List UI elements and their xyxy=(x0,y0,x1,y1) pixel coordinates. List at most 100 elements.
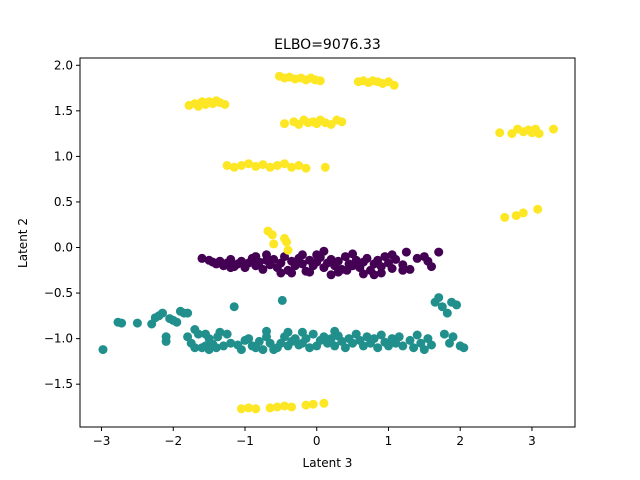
scatter-point xyxy=(226,263,236,273)
scatter-point xyxy=(419,345,429,355)
scatter-point xyxy=(272,402,282,412)
scatter-point xyxy=(409,343,419,353)
scatter-point xyxy=(358,341,368,351)
scatter-point xyxy=(387,250,397,260)
scatter-point xyxy=(534,129,544,139)
scatter-point xyxy=(423,256,433,266)
x-tick-label: 1 xyxy=(385,434,393,448)
x-axis-label: Latent 3 xyxy=(303,456,353,470)
scatter-point xyxy=(262,326,271,336)
scatter-point xyxy=(287,268,297,278)
y-tick-label: −1.0 xyxy=(44,332,73,346)
scatter-point xyxy=(405,335,415,345)
scatter-point xyxy=(236,404,246,414)
y-tick-label: 1.0 xyxy=(54,149,73,163)
scatter-point xyxy=(394,332,404,342)
scatter-point xyxy=(265,162,275,172)
scatter-point xyxy=(389,80,399,90)
scatter-point xyxy=(434,293,444,303)
scatter-point xyxy=(348,249,358,259)
y-tick-label: 1.5 xyxy=(54,104,73,118)
scatter-point xyxy=(340,252,350,262)
scatter-point xyxy=(251,404,261,414)
scatter-point xyxy=(448,332,458,342)
scatter-point xyxy=(254,336,264,346)
scatter-point xyxy=(452,300,462,310)
x-tick-label: 3 xyxy=(528,434,536,448)
scatter-point xyxy=(269,239,279,249)
scatter-point xyxy=(533,204,543,214)
y-tick-label: 0.0 xyxy=(54,241,73,255)
scatter-point xyxy=(262,250,271,260)
scatter-point xyxy=(213,332,223,342)
scatter-point xyxy=(384,341,393,351)
scatter-point xyxy=(427,340,436,350)
scatter-point xyxy=(301,163,311,173)
scatter-point xyxy=(495,128,505,138)
chart-title: ELBO=9076.33 xyxy=(274,37,381,53)
scatter-point xyxy=(369,270,379,280)
scatter-point xyxy=(190,325,200,334)
scatter-point xyxy=(267,230,277,240)
x-tick-label: −3 xyxy=(93,434,111,448)
scatter-point xyxy=(229,302,239,312)
y-tick-label: 0.5 xyxy=(54,195,73,209)
plot-frame xyxy=(79,57,576,428)
scatter-point xyxy=(326,270,336,280)
data-points xyxy=(98,71,558,414)
scatter-point xyxy=(251,252,261,262)
scatter-point xyxy=(376,262,386,272)
scatter-point xyxy=(376,268,386,278)
scatter-point xyxy=(258,345,268,355)
scatter-point xyxy=(297,250,307,260)
y-tick-label: 2.0 xyxy=(54,58,73,72)
scatter-point xyxy=(342,265,352,275)
scatter-point xyxy=(301,400,311,410)
scatter-point xyxy=(220,100,230,109)
scatter-point xyxy=(222,161,232,170)
y-axis: −1.5 −1.0 −0.5 0.0 0.5 1.0 1.5 2.0 xyxy=(44,58,80,391)
scatter-point xyxy=(280,159,289,169)
scatter-point xyxy=(459,343,469,353)
scatter-point xyxy=(269,254,279,264)
scatter-point xyxy=(330,326,340,336)
scatter-point xyxy=(229,162,239,172)
scatter-point xyxy=(308,329,318,339)
x-tick-label: −2 xyxy=(164,434,182,448)
scatter-point xyxy=(398,341,408,351)
scatter-point xyxy=(549,124,558,134)
scatter-point xyxy=(290,261,300,271)
scatter-point xyxy=(258,160,268,170)
scatter-point xyxy=(348,338,358,348)
scatter-point xyxy=(315,76,325,86)
scatter-point xyxy=(117,318,127,328)
scatter-point xyxy=(211,343,221,353)
scatter-point xyxy=(387,264,397,273)
scatter-point xyxy=(333,267,343,277)
scatter-point xyxy=(265,403,275,413)
scatter-point xyxy=(158,308,167,318)
scatter-point xyxy=(244,403,254,413)
scatter-point xyxy=(439,329,449,339)
scatter-point xyxy=(183,308,193,318)
scatter-point xyxy=(244,159,254,169)
scatter-point xyxy=(376,330,386,340)
scatter-point xyxy=(326,334,336,344)
scatter-point xyxy=(405,264,415,274)
scatter-point xyxy=(219,341,228,351)
x-axis: −3 −2 −1 0 1 2 3 xyxy=(93,427,536,448)
scatter-point xyxy=(172,317,182,327)
scatter-point xyxy=(297,327,307,337)
scatter-point xyxy=(362,253,372,263)
scatter-point xyxy=(277,295,287,305)
scatter-point xyxy=(294,161,304,170)
scatter-point xyxy=(161,336,171,346)
x-tick-label: 0 xyxy=(313,434,321,448)
scatter-point xyxy=(412,330,422,340)
scatter-point xyxy=(272,161,282,170)
scatter-point xyxy=(283,245,293,255)
scatter-point xyxy=(287,402,297,412)
scatter-point xyxy=(500,212,510,222)
scatter-point xyxy=(305,343,315,353)
